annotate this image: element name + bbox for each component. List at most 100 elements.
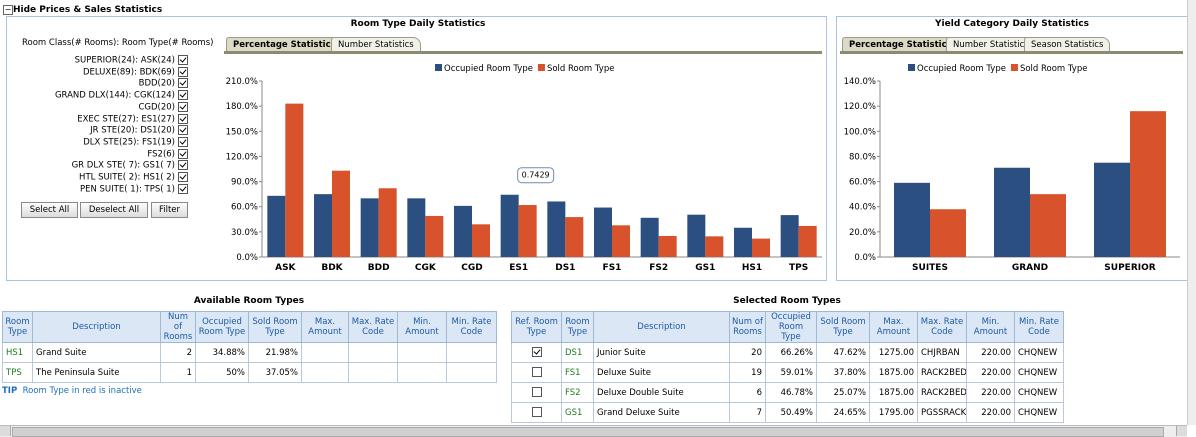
checkbox[interactable] <box>178 78 188 89</box>
checkbox[interactable] <box>531 387 542 398</box>
checkbox[interactable] <box>178 183 188 194</box>
table-cell: 7 <box>729 402 766 423</box>
filter-label: DLX STE(25): FS1(19) <box>83 137 175 148</box>
empty-cell <box>301 362 349 383</box>
tab[interactable]: Season Statistics <box>1024 37 1111 52</box>
checkbox[interactable] <box>531 407 542 418</box>
checkbox[interactable] <box>178 101 188 112</box>
table-cell: FS2 <box>561 382 594 403</box>
table-cell: 37.80% <box>816 362 870 383</box>
horizontal-scrollbar[interactable] <box>0 425 1187 437</box>
yield-panel <box>836 16 1189 281</box>
table-cell: 47.62% <box>816 342 870 363</box>
button[interactable]: Filter <box>151 202 188 218</box>
filter-row: SUPERIOR(24): ASK(24) <box>75 55 188 66</box>
table-cell: CHQNEW <box>1014 402 1064 423</box>
table-cell: 21.98% <box>248 342 302 363</box>
checkbox[interactable] <box>178 125 188 136</box>
column-header: Min. Amount <box>966 311 1015 343</box>
filter-row: HTL SUITE( 2): HS1( 2) <box>79 172 188 183</box>
column-header: Min. Rate Code <box>446 311 497 343</box>
column-header: Min. Amount <box>397 311 447 343</box>
empty-cell <box>348 342 398 363</box>
filter-label: HTL SUITE( 2): HS1( 2) <box>79 172 175 183</box>
filter-label: DELUXE(89): BDK(69) <box>82 67 175 78</box>
filter-row: JR STE(20): DS1(20) <box>90 125 188 136</box>
checkbox[interactable] <box>178 136 188 147</box>
table-row: FS2 Deluxe Double Suite 6 46.78% 25.07% 1875.… <box>511 382 1064 403</box>
filter-label: CGD(20) <box>138 102 175 113</box>
table-title: Available Room Types <box>193 296 305 306</box>
filter-label: BDD(20) <box>138 78 175 89</box>
table-cell: 6 <box>729 382 766 403</box>
column-header: Min. Rate Code <box>1014 311 1064 343</box>
filter-row: CGD(20) <box>138 101 188 113</box>
filter-row: EXEC STE(27): ES1(27) <box>77 113 188 124</box>
column-header: Occupied Room Type <box>195 311 249 343</box>
checkbox[interactable] <box>178 160 188 171</box>
table-cell: Grand Suite <box>32 342 161 363</box>
table-cell: RACK2BED <box>917 362 967 383</box>
empty-cell <box>446 342 497 363</box>
column-header: Sold Room Type <box>816 311 870 343</box>
table-cell: CHQNEW <box>1014 382 1064 403</box>
checkbox[interactable] <box>531 347 542 358</box>
checkbox[interactable] <box>178 148 188 159</box>
column-header: Max. Rate Code <box>917 311 967 343</box>
tip-text: Room Type in red is inactive <box>22 386 142 396</box>
table-cell: Grand Deluxe Suite <box>593 402 730 423</box>
filter-label: PEN SUITE( 1): TPS( 1) <box>79 184 175 195</box>
room-panel <box>6 16 827 281</box>
scroll-left[interactable] <box>0 426 11 436</box>
filter-label: GRAND DLX(144): CGK(124) <box>54 90 175 101</box>
scroll-right[interactable] <box>1176 426 1187 436</box>
header-row: Ref. Room Type Room Type Description Num of… <box>511 311 1064 343</box>
table-cell: 25.07% <box>816 382 870 403</box>
table-cell: 220.00 <box>966 342 1015 363</box>
column-header: Max. Amount <box>869 311 918 343</box>
checkbox[interactable] <box>178 55 188 65</box>
empty-cell <box>348 362 398 383</box>
table-cell: 19 <box>729 362 766 383</box>
empty-cell <box>446 362 497 383</box>
tab[interactable]: Percentage Statistics <box>842 37 959 52</box>
ref-cell <box>511 342 562 363</box>
button[interactable]: Deselect All <box>80 202 148 218</box>
checkbox[interactable] <box>178 172 188 182</box>
tip: TIP Room Type in red is inactive <box>2 386 142 396</box>
checkbox[interactable] <box>178 113 188 124</box>
table-cell: 1 <box>160 362 196 383</box>
table-cell: 220.00 <box>966 382 1015 403</box>
section-title[interactable]: Hide Prices & Sales Statistics <box>13 5 163 15</box>
table-title: Selected Room Types <box>733 296 841 306</box>
table-cell: 37.05% <box>248 362 302 383</box>
scroll-thumb[interactable] <box>12 427 1164 437</box>
column-header: Occupied Room Type <box>765 311 817 343</box>
collapse-icon[interactable]: − <box>3 5 13 15</box>
tab[interactable]: Number Statistics <box>331 37 421 52</box>
button[interactable]: Select All <box>21 202 78 218</box>
checkbox[interactable] <box>178 66 188 77</box>
tab[interactable]: Number Statistics <box>946 37 1036 52</box>
table-cell: HS1 <box>2 342 33 363</box>
table-row: FS1 Deluxe Suite 19 59.01% 37.80% 1875.00 RACK… <box>511 362 1064 383</box>
tab-underline <box>840 51 1183 54</box>
column-header: Description <box>32 311 161 343</box>
checkbox[interactable] <box>531 367 542 378</box>
tab[interactable]: Percentage Statistics <box>226 37 343 52</box>
table-cell: 59.01% <box>765 362 817 383</box>
checkbox[interactable] <box>178 90 188 101</box>
table-cell: CHQNEW <box>1014 342 1064 363</box>
filter-row: GR DLX STE( 7): GS1( 7) <box>72 160 188 171</box>
table-cell: 24.65% <box>816 402 870 423</box>
data-table: Ref. Room Type Room Type Description Num of… <box>511 311 1064 423</box>
vertical-scrollbar[interactable] <box>1187 0 1196 425</box>
filter-label: EXEC STE(27): ES1(27) <box>77 114 175 124</box>
column-header: Room Type <box>561 311 594 343</box>
table-cell: 20 <box>729 342 766 363</box>
filter-label: JR STE(20): DS1(20) <box>90 125 175 136</box>
table-cell: 2 <box>160 342 196 363</box>
column-header: Max. Amount <box>301 311 349 343</box>
table-cell: 66.26% <box>765 342 817 363</box>
